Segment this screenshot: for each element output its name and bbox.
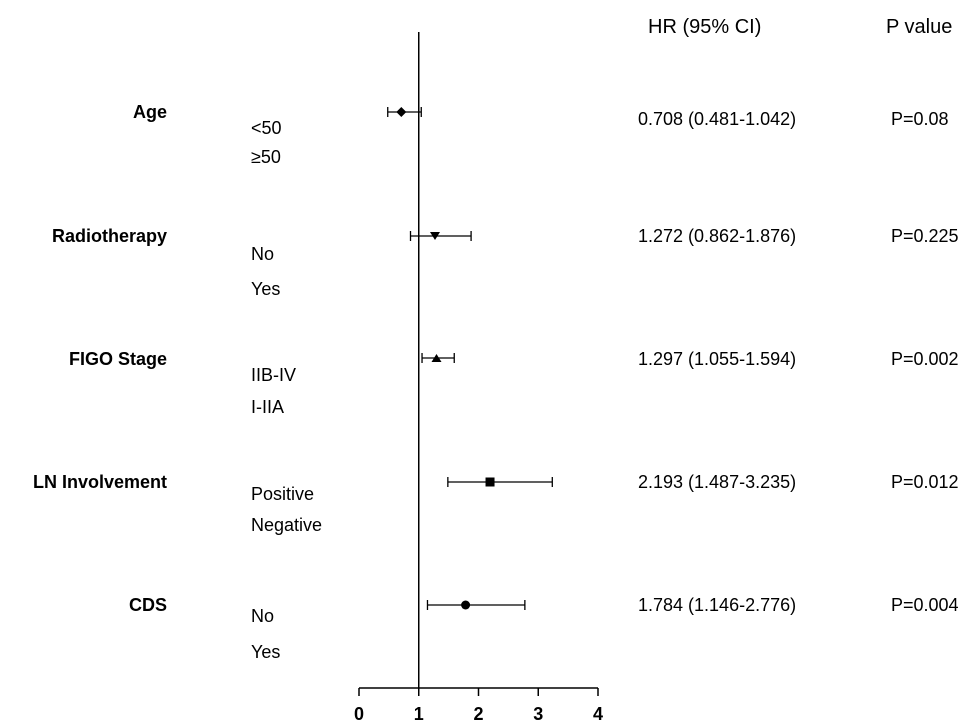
- marker-figo-stage: [431, 354, 442, 362]
- x-tick-label-4: 4: [593, 704, 603, 723]
- x-tick-label-1: 1: [414, 704, 424, 723]
- row-level-age-2: ≥50: [251, 147, 281, 167]
- row-level-ln-2: Negative: [251, 515, 323, 535]
- hr-column-header: HR (95% CI): [648, 16, 762, 38]
- row-variable-figo-stage: FIGO Stage: [68, 349, 167, 369]
- row-level-age-1: <50: [251, 118, 282, 138]
- row-p-age: P=0.08: [891, 109, 949, 129]
- row-level-radiotherapy-2: Yes: [251, 279, 281, 299]
- row-hr-ln-involvement: 2.193 (1.487-3.235): [638, 472, 797, 492]
- row-level-figo-1: IIB-IV: [251, 365, 297, 385]
- row-p-radiotherapy: P=0.225: [891, 226, 959, 246]
- row-level-cds-1: No: [251, 606, 275, 626]
- row-hr-cds: 1.784 (1.146-2.776): [638, 595, 797, 615]
- p-value-column-header: P value: [886, 16, 953, 38]
- row-level-radiotherapy-1: No: [251, 244, 275, 264]
- row-p-cds: P=0.004: [891, 595, 959, 615]
- x-tick-label-0: 0: [354, 704, 364, 723]
- marker-radiotherapy: [430, 232, 441, 240]
- marker-age: [396, 107, 407, 117]
- row-hr-radiotherapy: 1.272 (0.862-1.876): [638, 226, 797, 246]
- row-hr-age: 0.708 (0.481-1.042): [638, 109, 797, 129]
- row-level-ln-1: Positive: [251, 484, 315, 504]
- row-variable-cds: CDS: [128, 595, 167, 615]
- row-variable-radiotherapy: Radiotherapy: [51, 226, 167, 246]
- x-tick-label-3: 3: [533, 704, 543, 723]
- row-hr-figo-stage: 1.297 (1.055-1.594): [638, 349, 797, 369]
- x-tick-label-2: 2: [473, 704, 483, 723]
- marker-cds: [461, 600, 471, 610]
- row-p-figo-stage: P=0.002: [891, 349, 959, 369]
- marker-ln-involvement: [485, 477, 495, 487]
- row-level-figo-2: I-IIA: [251, 397, 285, 417]
- row-variable-age: Age: [132, 102, 167, 122]
- row-level-cds-2: Yes: [251, 642, 281, 662]
- row-p-ln-involvement: P=0.012: [891, 472, 959, 492]
- row-variable-ln-involvement: LN Involvement: [32, 472, 167, 492]
